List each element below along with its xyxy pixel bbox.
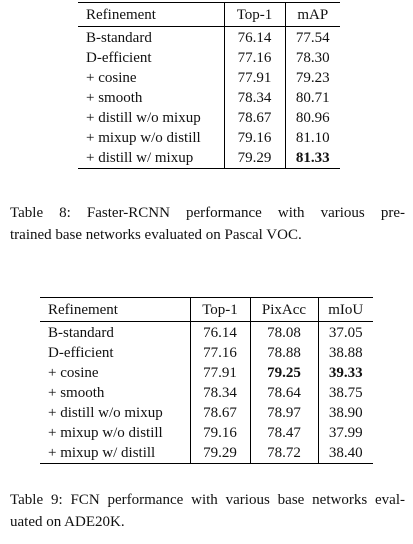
table: Refinement Top-1 PixAcc mIoU B-standard 76.14… bbox=[40, 297, 373, 464]
table-row: + distill w/ mixup 79.29 81.33 bbox=[78, 148, 340, 169]
table-cell: 79.16 bbox=[189, 423, 250, 443]
table-row: + distill w/o mixup 78.67 78.97 38.90 bbox=[40, 403, 373, 423]
table-cell: + cosine bbox=[86, 70, 137, 86]
table-cell: 80.71 bbox=[284, 88, 340, 108]
table-cell: + mixup w/o distill bbox=[48, 425, 163, 441]
table-row: + distill w/o mixup 78.67 80.96 bbox=[78, 108, 340, 128]
table-cell: 78.47 bbox=[249, 423, 318, 443]
table-cell: 78.08 bbox=[249, 321, 318, 343]
caption: Table 8: Faster-RCNN performance with va… bbox=[10, 202, 405, 246]
header-cell: Refinement bbox=[78, 2, 224, 27]
table-cell: 78.88 bbox=[249, 343, 318, 363]
header-cell: mIoU bbox=[317, 297, 373, 322]
table-row: + cosine 77.91 79.23 bbox=[78, 68, 340, 88]
table-cell: 81.10 bbox=[284, 128, 340, 148]
table-cell: 77.91 bbox=[223, 68, 285, 88]
table-cell: 78.97 bbox=[249, 403, 318, 423]
table-row: + smooth 78.34 80.71 bbox=[78, 88, 340, 108]
header-cell: Refinement bbox=[40, 297, 190, 322]
table-row: + mixup w/o distill 79.16 81.10 bbox=[78, 128, 340, 148]
table-row: + mixup w/o distill 79.16 78.47 37.99 bbox=[40, 423, 373, 443]
table-cell: + distill w/o mixup bbox=[86, 110, 201, 126]
table-cell: 78.64 bbox=[249, 383, 318, 403]
table-cell: 77.54 bbox=[284, 26, 340, 48]
table-cell: 39.33 bbox=[317, 363, 373, 383]
caption-line: trained base networks evaluated on Pasca… bbox=[10, 227, 302, 243]
table-cell: B-standard bbox=[86, 30, 152, 46]
table-cell: 37.99 bbox=[317, 423, 373, 443]
header-cell: PixAcc bbox=[249, 297, 318, 322]
table-cell: + mixup w/ distill bbox=[48, 445, 156, 461]
table-cell: 38.40 bbox=[317, 443, 373, 464]
table: Refinement Top-1 mAP B-standard 76.14 77.54 D-… bbox=[78, 2, 340, 169]
table-cell: 78.67 bbox=[223, 108, 285, 128]
table-cell: 80.96 bbox=[284, 108, 340, 128]
table-cell: 77.91 bbox=[189, 363, 250, 383]
table-row: D-efficient 77.16 78.30 bbox=[78, 48, 340, 68]
table-cell: 79.29 bbox=[189, 443, 250, 464]
caption-line: Table 8: Faster-RCNN performance with va… bbox=[10, 205, 405, 221]
caption-line: Table 9: FCN performance with various ba… bbox=[10, 492, 405, 508]
header-cell: Top-1 bbox=[223, 2, 285, 27]
table-row: + smooth 78.34 78.64 38.75 bbox=[40, 383, 373, 403]
table-cell: 79.16 bbox=[223, 128, 285, 148]
table-cell: 79.23 bbox=[284, 68, 340, 88]
table-row: + mixup w/ distill 79.29 78.72 38.40 bbox=[40, 443, 373, 464]
table-cell: 38.88 bbox=[317, 343, 373, 363]
table-cell: + mixup w/o distill bbox=[86, 130, 201, 146]
header-row: Refinement Top-1 PixAcc mIoU bbox=[40, 297, 373, 322]
header-cell: Top-1 bbox=[189, 297, 250, 322]
table-row: B-standard 76.14 77.54 bbox=[78, 26, 340, 48]
table-cell: 81.33 bbox=[284, 148, 340, 169]
header-row: Refinement Top-1 mAP bbox=[78, 2, 340, 27]
header-cell: mAP bbox=[284, 2, 340, 27]
table-cell: 37.05 bbox=[317, 321, 373, 343]
table-row: D-efficient 77.16 78.88 38.88 bbox=[40, 343, 373, 363]
table-cell: D-efficient bbox=[86, 50, 152, 66]
table-cell: 78.34 bbox=[189, 383, 250, 403]
table-cell: 77.16 bbox=[223, 48, 285, 68]
table-cell: + smooth bbox=[48, 385, 105, 401]
table-cell: 76.14 bbox=[223, 26, 285, 48]
table-cell: 38.75 bbox=[317, 383, 373, 403]
table-cell: 76.14 bbox=[189, 321, 250, 343]
caption-line: uated on ADE20K. bbox=[10, 514, 125, 530]
table-cell: 79.29 bbox=[223, 148, 285, 169]
table-cell: D-efficient bbox=[48, 345, 114, 361]
table-cell: 38.90 bbox=[317, 403, 373, 423]
table-cell: B-standard bbox=[48, 325, 114, 341]
table-row: + cosine 77.91 79.25 39.33 bbox=[40, 363, 373, 383]
table-cell: + distill w/o mixup bbox=[48, 405, 163, 421]
table-cell: 79.25 bbox=[249, 363, 318, 383]
table-row: B-standard 76.14 78.08 37.05 bbox=[40, 321, 373, 343]
table-cell: + distill w/ mixup bbox=[86, 150, 194, 166]
table-cell: + cosine bbox=[48, 365, 99, 381]
table-cell: 78.67 bbox=[189, 403, 250, 423]
table-cell: 78.72 bbox=[249, 443, 318, 464]
table-cell: 77.16 bbox=[189, 343, 250, 363]
table-cell: 78.34 bbox=[223, 88, 285, 108]
caption: Table 9: FCN performance with various ba… bbox=[10, 489, 405, 533]
table-cell: 78.30 bbox=[284, 48, 340, 68]
table-cell: + smooth bbox=[86, 90, 143, 106]
